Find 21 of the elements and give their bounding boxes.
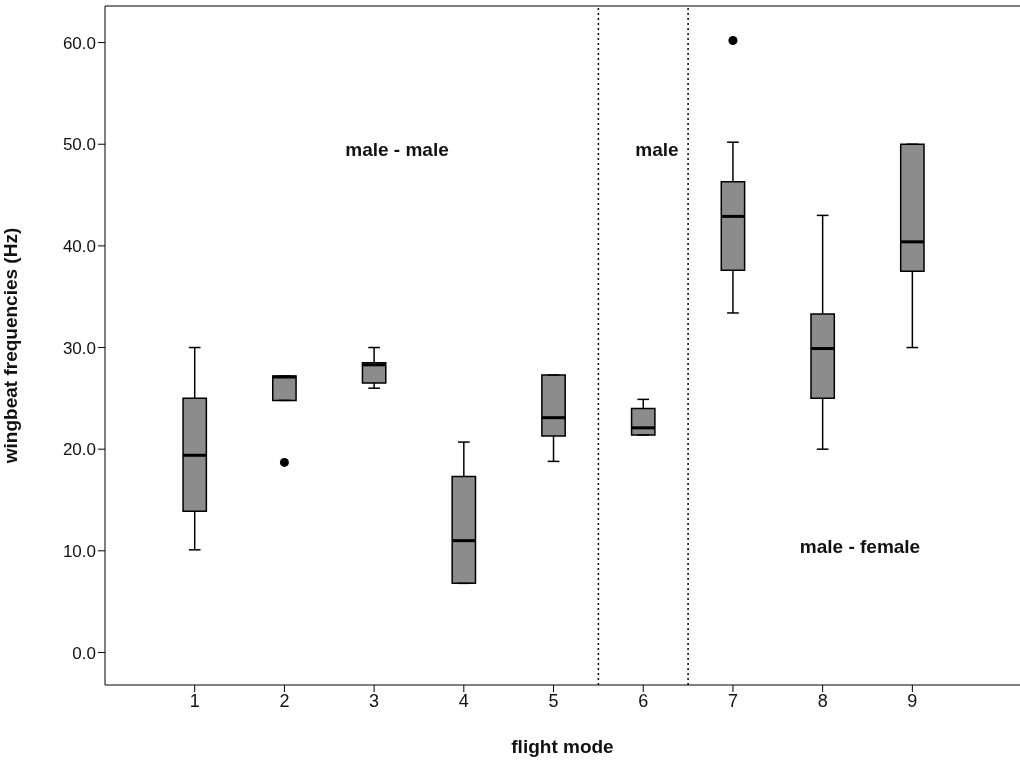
y-tick-label: 10.0 <box>62 541 96 561</box>
y-tick-label: 20.0 <box>62 440 96 460</box>
y-tick-label: 0.0 <box>72 643 96 663</box>
x-tick-label: 3 <box>369 690 380 711</box>
y-tick-label: 30.0 <box>62 338 96 358</box>
x-tick-label: 6 <box>638 690 649 711</box>
annotation: male <box>635 139 679 161</box>
x-tick-label: 5 <box>548 690 559 711</box>
y-tick-label: 50.0 <box>62 135 96 155</box>
x-tick-label: 8 <box>817 690 828 711</box>
x-tick-label: 2 <box>279 690 290 711</box>
annotation: male - male <box>345 139 449 161</box>
x-tick-label: 9 <box>907 690 918 711</box>
y-axis-title: wingbeat frequencies (Hz) <box>0 227 21 465</box>
y-tick-label: 40.0 <box>62 236 96 256</box>
x-tick-label: 1 <box>189 690 200 711</box>
annotation: male - female <box>799 536 921 558</box>
y-tick-label: 60.0 <box>62 33 96 53</box>
x-tick-label: 4 <box>458 690 469 711</box>
x-axis-title: flight mode <box>511 736 614 757</box>
x-tick-label: 7 <box>727 690 738 711</box>
